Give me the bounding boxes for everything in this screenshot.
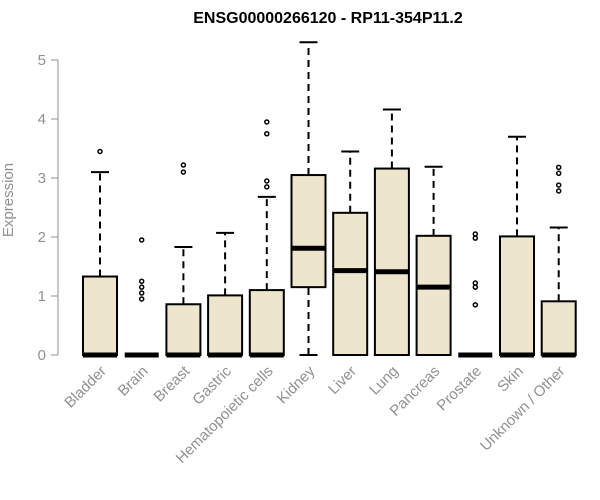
y-tick-label: 0	[38, 347, 46, 364]
box-hematopoietic-cells	[248, 119, 285, 358]
x-tick-label: Brain	[115, 363, 152, 400]
outlier-point	[138, 296, 145, 302]
box-liver	[332, 150, 369, 356]
outlier-point	[180, 162, 187, 168]
x-tick-label: Breast	[151, 362, 194, 405]
outlier-point	[138, 290, 145, 296]
outlier-point	[264, 119, 270, 125]
y-tick-label: 4	[38, 111, 46, 128]
box-rect	[207, 294, 244, 357]
y-tick-label: 5	[38, 52, 46, 69]
chart-title: ENSG00000266120 - RP11-354P11.2	[193, 10, 463, 27]
y-tick-label: 1	[38, 288, 46, 305]
box-rect	[540, 300, 577, 356]
box-skin	[499, 135, 535, 358]
y-axis: 0 1 2 3 4 5	[38, 52, 59, 364]
outlier-point	[555, 170, 562, 177]
x-tick-label: Skin	[494, 363, 527, 396]
box-breast	[165, 162, 202, 358]
outlier-point	[264, 184, 270, 190]
box-rect	[373, 167, 410, 356]
outlier-point	[264, 131, 270, 137]
box-rect	[248, 289, 285, 357]
outlier-point	[472, 280, 479, 286]
outlier-point	[180, 169, 187, 175]
box-kidney	[290, 41, 327, 356]
outlier-point	[472, 231, 479, 237]
box-rect	[290, 174, 327, 289]
x-tick-label: Lung	[366, 363, 402, 399]
box-rect	[415, 234, 452, 357]
x-tick-label: Liver	[325, 363, 360, 398]
box-rect	[165, 303, 202, 357]
boxes-group	[82, 41, 577, 358]
box-lung	[373, 108, 410, 356]
box-rect	[332, 211, 369, 356]
y-tick-label: 2	[38, 229, 46, 246]
box-prostate	[458, 231, 493, 358]
outlier-point	[264, 178, 270, 184]
outlier-point	[555, 182, 562, 188]
outlier-point	[138, 278, 145, 284]
x-tick-label: Kidney	[274, 362, 319, 407]
x-tick-label: Bladder	[61, 363, 110, 412]
y-axis-label: Expression	[0, 163, 17, 237]
box-pancreas	[415, 165, 452, 357]
outlier-point	[138, 237, 145, 243]
outlier-point	[138, 284, 145, 290]
y-tick-label: 3	[38, 170, 46, 187]
box-bladder	[82, 148, 118, 358]
outlier-point	[555, 188, 562, 194]
box-unknown-other	[540, 164, 577, 358]
box-rect	[82, 275, 118, 356]
box-gastric	[207, 231, 244, 358]
outlier-point	[472, 302, 479, 308]
box-rect	[499, 235, 535, 356]
x-tick-label: Prostate	[434, 363, 486, 415]
box-brain	[124, 237, 159, 358]
outlier-point	[97, 148, 103, 155]
outlier-point	[555, 164, 562, 171]
